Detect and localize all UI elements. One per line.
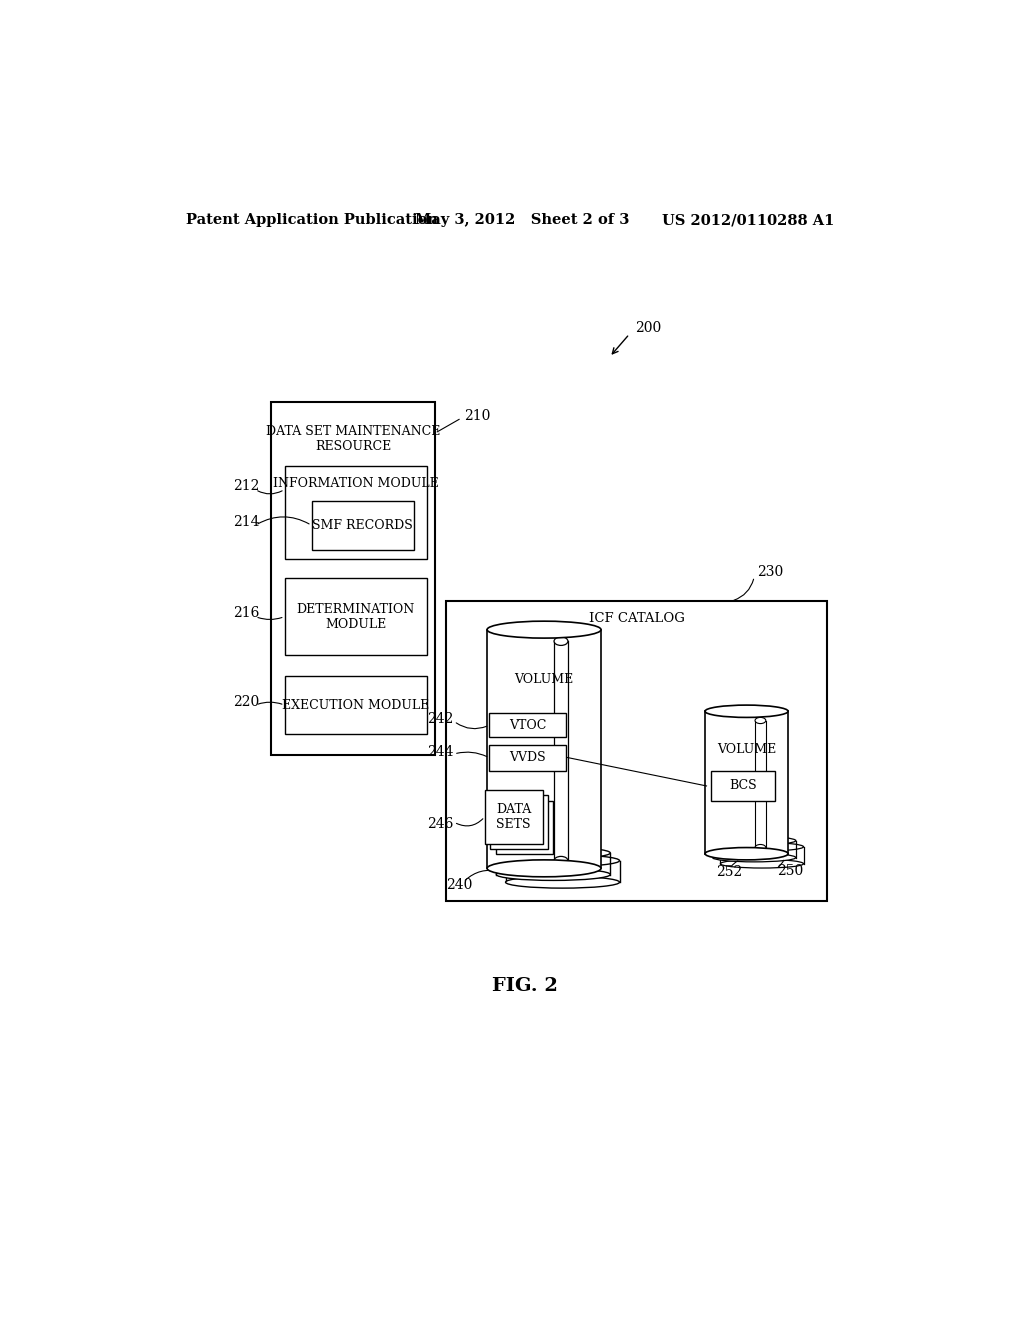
Text: 250: 250 — [777, 863, 804, 878]
Ellipse shape — [487, 859, 601, 876]
Text: 212: 212 — [233, 479, 259, 494]
Text: DATA SET MAINTENANCE
RESOURCE: DATA SET MAINTENANCE RESOURCE — [266, 425, 440, 453]
Bar — [487, 630, 601, 869]
Ellipse shape — [755, 845, 766, 850]
Text: EXECUTION MODULE: EXECUTION MODULE — [283, 698, 429, 711]
Bar — [490, 795, 548, 849]
Text: 200: 200 — [635, 321, 662, 335]
Ellipse shape — [705, 705, 788, 718]
Ellipse shape — [705, 847, 788, 859]
Bar — [705, 711, 788, 854]
Text: ICF CATALOG: ICF CATALOG — [589, 611, 685, 624]
Bar — [484, 789, 543, 843]
Text: 252: 252 — [716, 865, 742, 879]
Bar — [497, 853, 610, 875]
Text: DETERMINATION
MODULE: DETERMINATION MODULE — [297, 602, 415, 631]
Ellipse shape — [720, 842, 804, 851]
Ellipse shape — [487, 622, 601, 638]
Text: Patent Application Publication: Patent Application Publication — [186, 213, 438, 227]
Ellipse shape — [497, 869, 610, 880]
Bar — [755, 721, 766, 847]
Bar — [285, 466, 427, 558]
Ellipse shape — [497, 847, 610, 859]
Ellipse shape — [506, 876, 620, 888]
Text: DATA
SETS: DATA SETS — [496, 803, 531, 830]
Ellipse shape — [755, 718, 766, 723]
Text: 244: 244 — [427, 744, 454, 759]
Text: VVDS: VVDS — [509, 751, 546, 764]
Text: 246: 246 — [427, 817, 454, 832]
Text: 216: 216 — [233, 606, 259, 620]
Bar — [711, 771, 775, 801]
Text: INFORMATION MODULE: INFORMATION MODULE — [273, 477, 438, 490]
Bar — [446, 601, 827, 902]
Text: 230: 230 — [758, 565, 783, 579]
Bar — [713, 841, 796, 858]
Bar — [554, 642, 568, 861]
Ellipse shape — [506, 855, 620, 866]
Ellipse shape — [554, 638, 568, 645]
Text: May 3, 2012   Sheet 2 of 3: May 3, 2012 Sheet 2 of 3 — [416, 213, 630, 227]
Bar — [285, 676, 427, 734]
Text: 220: 220 — [233, 696, 259, 709]
Ellipse shape — [720, 859, 804, 869]
Bar — [489, 713, 565, 738]
Text: VOLUME: VOLUME — [717, 743, 776, 756]
Text: 210: 210 — [464, 409, 490, 424]
Text: FIG. 2: FIG. 2 — [492, 977, 558, 995]
Text: SMF RECORDS: SMF RECORDS — [312, 519, 413, 532]
Text: US 2012/0110288 A1: US 2012/0110288 A1 — [662, 213, 835, 227]
Text: VOLUME: VOLUME — [514, 673, 573, 686]
Bar — [720, 847, 804, 863]
Bar — [271, 403, 435, 755]
Text: BCS: BCS — [729, 779, 757, 792]
Bar — [496, 800, 553, 854]
Text: 214: 214 — [233, 515, 259, 529]
Bar — [506, 861, 620, 882]
Ellipse shape — [713, 853, 796, 862]
Text: 242: 242 — [427, 711, 454, 726]
Bar — [285, 578, 427, 655]
Text: VTOC: VTOC — [509, 718, 546, 731]
Ellipse shape — [713, 837, 796, 845]
Bar — [489, 744, 565, 771]
Ellipse shape — [554, 857, 568, 865]
Bar — [311, 502, 414, 549]
Text: 240: 240 — [446, 878, 473, 892]
